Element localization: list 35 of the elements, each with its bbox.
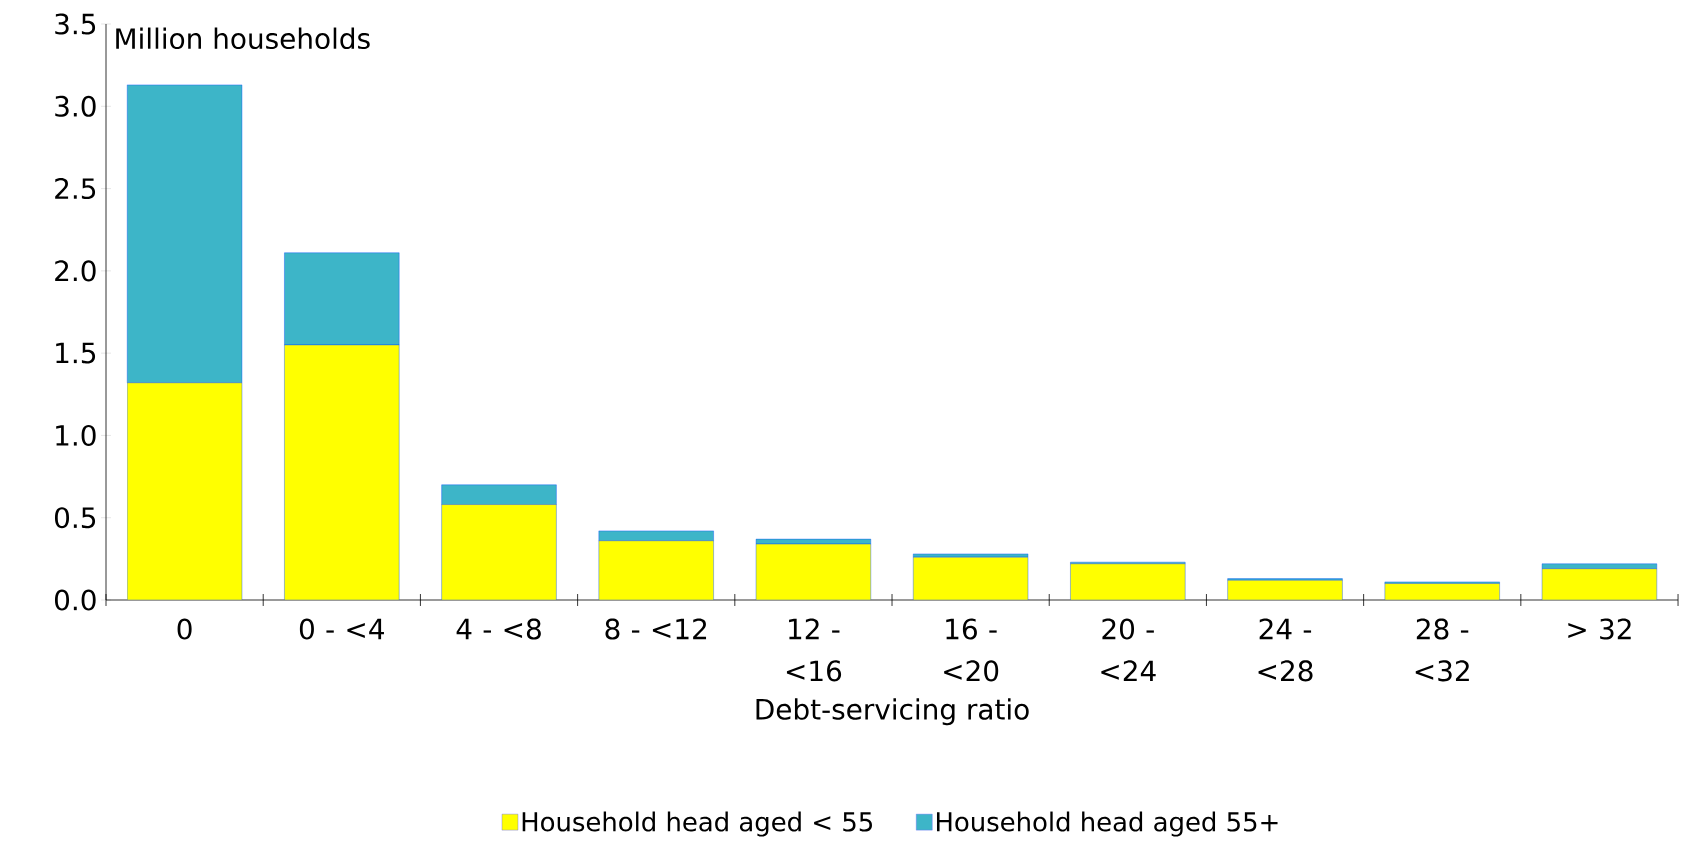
bar bbox=[284, 344, 400, 600]
x-tick-label: 0 - <4 bbox=[299, 618, 384, 640]
y-tick-label: 1.0 bbox=[56, 424, 96, 446]
bar bbox=[1227, 580, 1343, 600]
legend-label: Household head aged < 55 bbox=[522, 811, 872, 837]
bar bbox=[755, 543, 871, 600]
y-tick-label: 0.0 bbox=[54, 589, 96, 611]
x-tick-label: 28 - <32 bbox=[1415, 618, 1469, 682]
legend-label: Household head aged 55+ bbox=[936, 811, 1278, 837]
y-tick-label: 3.5 bbox=[55, 13, 96, 35]
x-tick-label: 12 - <16 bbox=[786, 618, 842, 682]
x-tick-label: 16 - <20 bbox=[944, 618, 999, 682]
bar bbox=[598, 530, 714, 541]
x-tick-label: 24 - <28 bbox=[1258, 618, 1313, 682]
bar bbox=[441, 484, 557, 505]
x-tick-label: 0 bbox=[177, 618, 192, 640]
bar bbox=[598, 540, 714, 600]
bar bbox=[1541, 568, 1658, 600]
y-axis-title: Million households bbox=[116, 27, 370, 50]
y-tick-label: 2.0 bbox=[55, 260, 96, 282]
bar bbox=[913, 553, 1029, 558]
bar bbox=[441, 504, 557, 600]
y-tick-label: 1.5 bbox=[56, 342, 96, 364]
y-tick-label: 2.5 bbox=[55, 178, 96, 200]
bar bbox=[913, 557, 1029, 600]
bar bbox=[127, 382, 243, 600]
y-tick-label: 0.5 bbox=[54, 507, 96, 529]
x-tick-label: 4 - <8 bbox=[456, 618, 541, 640]
bar bbox=[1384, 583, 1500, 600]
y-tick-label: 3.0 bbox=[55, 95, 96, 117]
bar bbox=[1070, 563, 1186, 600]
x-axis-title: Debt-servicing ratio bbox=[756, 698, 1029, 726]
x-tick-label: 20 - <24 bbox=[1101, 618, 1156, 682]
x-tick-label: > 32 bbox=[1568, 618, 1631, 640]
x-tick-label: 8 - <12 bbox=[605, 618, 707, 640]
